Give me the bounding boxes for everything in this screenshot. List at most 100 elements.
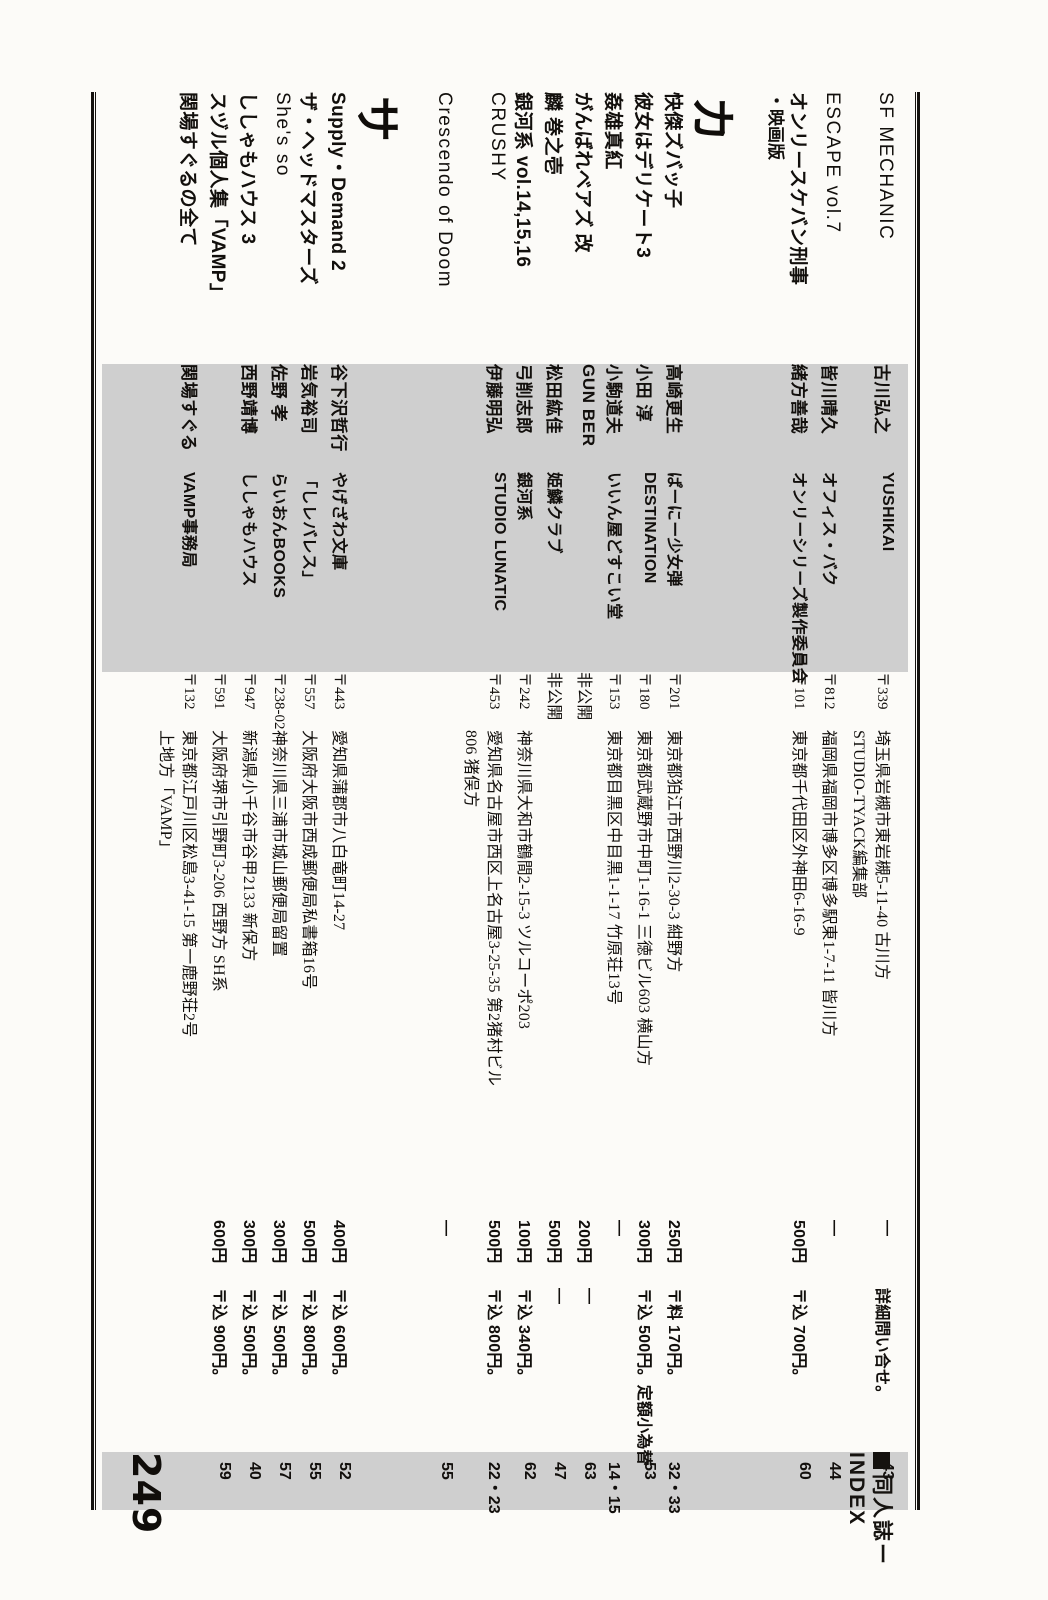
- entry-price: 300円: [270, 1220, 287, 1264]
- entry-title: スヅル個人集「VAMP」: [207, 92, 228, 303]
- entry-postal-code: 〒812: [821, 672, 837, 710]
- entry-price: 600円: [210, 1220, 227, 1264]
- entry-price-note: 〒料 170円。: [665, 1288, 682, 1385]
- entry-page-ref: 47: [551, 1462, 568, 1480]
- entry-title: がんばれベアズ 改: [572, 92, 593, 253]
- entry-circle: VAMP事務局: [180, 472, 197, 568]
- entry-page-ref: 55: [306, 1462, 323, 1480]
- entry-price-note: 〒込 500円。: [270, 1288, 287, 1385]
- entry-address: 愛知県名古屋市西区上名古屋3-25-35 第2猪村ビル: [485, 730, 502, 1087]
- entry-postal-code: 〒101: [791, 672, 807, 710]
- entry-address: 福岡県福岡市博多区博多駅東1-7-11 皆川方: [820, 730, 837, 1037]
- entry-circle: STUDIO LUNATIC: [491, 472, 508, 612]
- entry-circle: DESTINATION: [641, 472, 658, 584]
- entry-page-ref: 22・23: [485, 1462, 502, 1514]
- entry-address: 埼玉県岩槻市東岩槻5-11-40 古川方: [873, 730, 890, 981]
- entry-author: 小田 淳: [634, 364, 653, 423]
- entry-title: 銀河系 vol.14,15,16: [512, 92, 533, 268]
- entry-author: 小駒道夫: [604, 364, 623, 435]
- entry-address: 神奈川県大和市鶴間2-15-3 ツルコーポ203: [515, 730, 532, 1030]
- entry-postal-code: 〒453: [486, 672, 502, 710]
- entry-price-note: 〒込 700円。: [790, 1288, 807, 1385]
- entry-page-ref: 32・33: [665, 1462, 682, 1514]
- entry-page-ref: 57: [276, 1462, 293, 1480]
- entry-postal-code: 〒201: [666, 672, 682, 710]
- entry-price-note: —: [551, 1288, 568, 1305]
- entry-price-note: 〒込 800円。: [300, 1288, 317, 1385]
- entry-author: 皆川晴久: [819, 364, 838, 435]
- entry-page-ref: 62: [521, 1462, 538, 1480]
- entry-author: 松田紘佳: [544, 364, 563, 435]
- entry-title: ししゃもハウス 3: [237, 92, 258, 245]
- entry-price-note: 〒込 500円。定額小為替: [635, 1288, 652, 1466]
- entry-title: CRUSHY: [487, 92, 508, 182]
- entry-price: 500円: [790, 1220, 807, 1264]
- entry-price: 500円: [545, 1220, 562, 1264]
- entry-price: —: [438, 1220, 455, 1237]
- entry-postal-code: 〒591: [211, 672, 227, 710]
- entry-author: 岩気裕司: [299, 364, 318, 435]
- entry-price-note: 〒込 500円。: [240, 1288, 257, 1385]
- entry-author: 佐野 孝: [269, 364, 288, 423]
- entry-price: 500円: [485, 1220, 502, 1264]
- entry-circle: らいおんBOOKS: [270, 472, 287, 599]
- entry-postal-code: 〒947: [241, 672, 257, 710]
- entry-circle: 「しレバレス」: [300, 472, 317, 587]
- entry-page-ref: 14・15: [605, 1462, 622, 1514]
- entry-price-note: 〒込 600円。: [330, 1288, 347, 1385]
- entry-address: 非公開: [545, 672, 562, 721]
- entry-price: —: [879, 1220, 896, 1237]
- entry-price: 200円: [575, 1220, 592, 1264]
- entry-price: —: [826, 1220, 843, 1237]
- entry-title: Supply・Demand 2: [327, 92, 348, 272]
- entry-page-ref: 40: [246, 1462, 263, 1480]
- entry-address: 大阪府大阪市西成郵便局私書箱16号: [300, 730, 317, 990]
- page-folio: 249: [124, 1452, 168, 1535]
- entry-address-continued: 上地方「VAMP」: [157, 730, 174, 856]
- entry-price-note: 詳細問い合せ。: [873, 1288, 890, 1402]
- entry-circle: ぱーにー少女弾: [665, 472, 682, 587]
- entry-title: ESCAPE vol.7: [822, 92, 843, 234]
- entry-price: 300円: [635, 1220, 652, 1264]
- entry-page-ref: 60: [796, 1462, 813, 1480]
- entry-price-note: 〒込 800円。: [485, 1288, 502, 1385]
- entry-postal-code: 〒238-02: [271, 672, 287, 730]
- entry-title: SF MECHANIC: [875, 92, 896, 241]
- entry-title: オンリースケバン刑事: [787, 92, 808, 286]
- entry-circle: やげざわ文庫: [330, 472, 347, 571]
- square-bullet-icon: [873, 1452, 890, 1469]
- entry-address: 非公開: [575, 672, 592, 721]
- entry-address-continued: 806 猪俣方: [462, 730, 479, 808]
- entry-author: GUN BER: [579, 364, 598, 447]
- entry-price: —: [611, 1220, 628, 1237]
- entry-title: 姦雄真紅: [602, 92, 623, 170]
- entry-page-ref: 55: [438, 1462, 455, 1480]
- entry-address: 愛知県蒲郡市八白竜町14-27: [330, 730, 347, 931]
- section-ka: カ: [685, 96, 739, 142]
- entry-address: 神奈川県三浦市城山郵便局留置: [270, 730, 287, 957]
- entry-address: 東京都目黒区中目黒1-1-17 竹原荘13号: [605, 730, 622, 1006]
- entry-postal-code: 〒557: [301, 672, 317, 710]
- entry-postal-code: 〒132: [181, 672, 197, 710]
- entry-circle: 姫鱗クラブ: [545, 472, 562, 555]
- rule-bottom: [91, 92, 96, 1510]
- entry-circle: オフィス・バク: [820, 472, 837, 587]
- entry-page-ref: 53: [641, 1462, 658, 1480]
- entry-postal-code: 〒339: [874, 672, 890, 710]
- entry-circle: YUSHIKAI: [879, 472, 896, 552]
- entry-author: 弓削志郎: [514, 364, 533, 435]
- entry-author: 古川弘之: [872, 364, 891, 435]
- entry-page-ref: 44: [826, 1462, 843, 1480]
- entry-address: 東京都狛江市西野川2-30-3 紺野方: [665, 730, 682, 973]
- entry-author: 高崎更生: [664, 364, 683, 435]
- entry-address: 新潟県小千谷市谷甲2133 新保方: [240, 730, 257, 962]
- entry-price-note: 〒込 340円。: [515, 1288, 532, 1385]
- entry-price: 300円: [240, 1220, 257, 1264]
- entry-postal-code: 〒443: [331, 672, 347, 710]
- entry-title-continued: ・映画版: [766, 92, 785, 160]
- entry-address: 大阪府堺市引野町3-206 西野方 SH系: [210, 730, 227, 992]
- entry-price: 100円: [515, 1220, 532, 1264]
